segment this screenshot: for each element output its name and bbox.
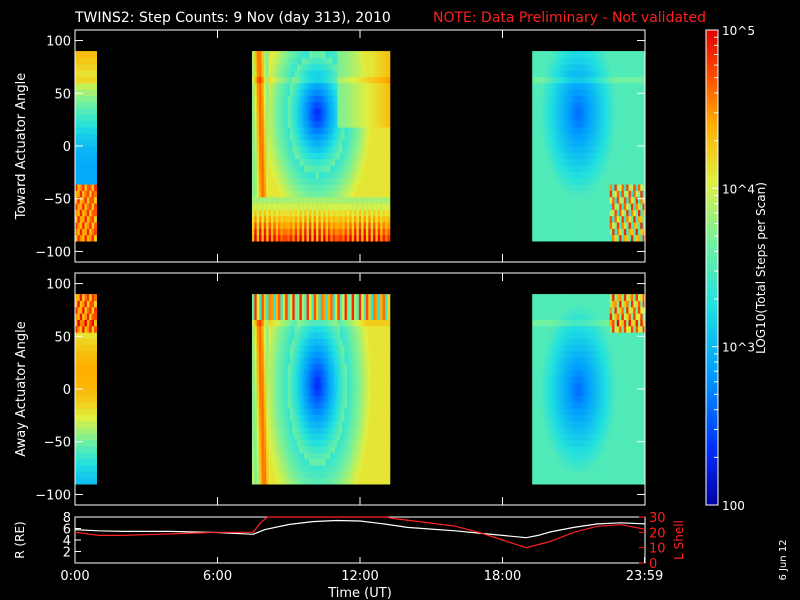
y-tick-label: −100 bbox=[35, 245, 71, 260]
heatmap-block bbox=[251, 294, 391, 485]
toward-panel: 100 50 0 −50 −100 Toward Actuator Angle bbox=[14, 29, 646, 263]
y-tick-label: 100 bbox=[46, 35, 71, 50]
x-tick-label: 0:00 bbox=[60, 569, 89, 584]
y-tick-label: 100 bbox=[46, 278, 71, 293]
x-tick-label: 6:00 bbox=[203, 569, 232, 584]
toward-ylabel: Toward Actuator Angle bbox=[14, 73, 29, 220]
side-date: 6 Jun 12 bbox=[778, 539, 789, 580]
lshell-series-line bbox=[74, 516, 646, 549]
right-y-tick-label: 30 bbox=[649, 511, 666, 526]
orbit-panel-frame bbox=[74, 516, 646, 564]
colorbar-gradient bbox=[705, 29, 719, 506]
left-y-tick-label: 6 bbox=[63, 523, 71, 538]
toward-heatmap bbox=[75, 51, 645, 242]
y-tick-label: −50 bbox=[44, 193, 71, 208]
colorbar-tick-label: 10^4 bbox=[722, 182, 755, 196]
y-tick-label: 50 bbox=[54, 330, 71, 345]
y-tick-label: 50 bbox=[54, 87, 71, 102]
colorbar-tick-label: 10^5 bbox=[722, 24, 755, 38]
colorbar-label: LOG10(Total Steps per Scan) bbox=[754, 182, 768, 354]
heatmap-block bbox=[532, 294, 645, 485]
colorbar: 10^5 10^4 10^3 100 LOG10(Total Steps per Sc… bbox=[705, 24, 768, 513]
away-heatmap bbox=[75, 294, 645, 485]
y-tick-label: −100 bbox=[35, 488, 71, 503]
heatmap-block bbox=[75, 51, 97, 242]
y-tick-label: 0 bbox=[63, 140, 71, 155]
x-tick-label: 12:00 bbox=[341, 569, 378, 584]
x-axis-label: Time (UT) bbox=[327, 586, 392, 600]
right-y-tick-label: 20 bbox=[649, 526, 666, 541]
right-y-tick-label: 0 bbox=[649, 557, 657, 572]
chart-title: TWINS2: Step Counts: 9 Nov (day 313), 20… bbox=[74, 10, 391, 26]
r-series-line bbox=[74, 519, 646, 539]
left-y-tick-label: 8 bbox=[63, 511, 71, 526]
colorbar-tick-label: 10^3 bbox=[722, 341, 755, 355]
colorbar-tick-label: 100 bbox=[722, 499, 745, 513]
away-panel: 100 50 0 −50 −100 Away Actuator Angle bbox=[14, 272, 646, 506]
x-tick-label: 18:00 bbox=[484, 569, 521, 584]
x-tick-label: 23:59 bbox=[626, 569, 663, 584]
y-tick-label: −50 bbox=[44, 436, 71, 451]
heatmap-block bbox=[75, 294, 97, 485]
orbit-ylabel-right: L Shell bbox=[672, 520, 686, 560]
preliminary-note: NOTE: Data Preliminary - Not validated bbox=[433, 10, 706, 26]
orbit-ylabel-left: R (RE) bbox=[13, 521, 27, 558]
left-y-tick-label: 2 bbox=[63, 546, 71, 561]
heatmap-block bbox=[532, 51, 645, 242]
away-ylabel: Away Actuator Angle bbox=[14, 321, 29, 456]
left-y-tick-label: 4 bbox=[63, 534, 71, 549]
y-tick-label: 0 bbox=[63, 383, 71, 398]
heatmap-block bbox=[251, 51, 391, 242]
right-y-tick-label: 10 bbox=[649, 542, 666, 557]
